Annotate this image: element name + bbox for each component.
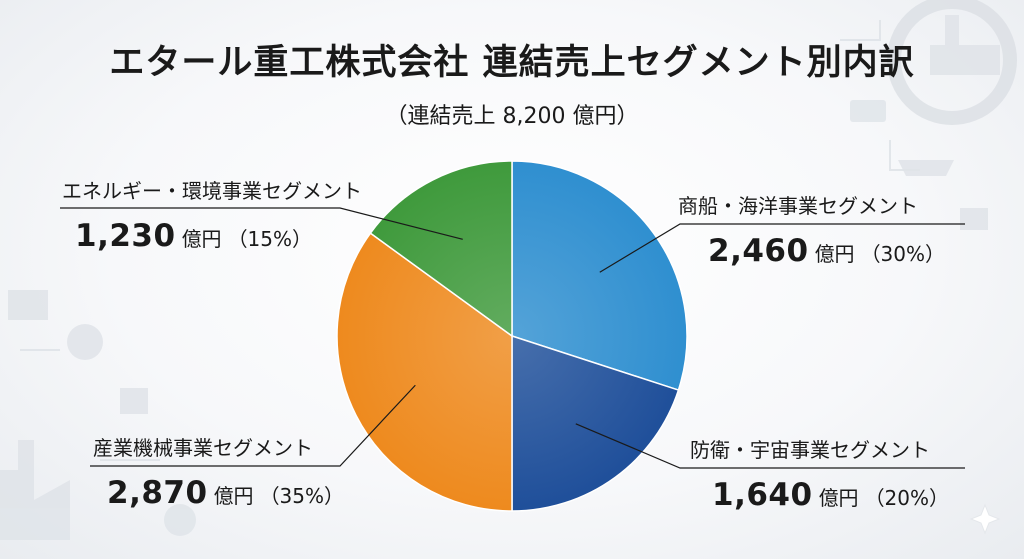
segment-name: エネルギー・環境事業セグメント <box>62 179 362 203</box>
segment-value: 2,460 億円 （30%） <box>708 233 945 269</box>
segment-value: 2,870 億円 （35%） <box>107 475 344 511</box>
pie-slice-defense <box>511 334 680 512</box>
segment-name: 商船・海洋事業セグメント <box>678 194 918 218</box>
building-icon <box>120 388 148 414</box>
leader-line <box>90 384 416 467</box>
chart-title: エタール重工株式会社 連結売上セグメント別内訳 <box>109 43 915 83</box>
leader-line <box>60 207 463 240</box>
slice-label-industrial: 産業機械事業セグメント 2,870 億円 （35%） <box>93 432 344 511</box>
value-percent: （30%） <box>860 242 946 266</box>
factory-icon <box>8 290 48 320</box>
pie-slice-marine <box>511 160 688 392</box>
pie-slice-energy <box>369 160 513 338</box>
value-percent: （20%） <box>864 486 950 510</box>
pie-slice-industrial <box>336 232 513 512</box>
leader-line <box>575 423 965 469</box>
slice-label-marine: 商船・海洋事業セグメント 2,460 億円 （30%） <box>678 190 945 269</box>
sparkle-icon <box>969 503 1001 535</box>
gear-icon <box>887 0 1017 125</box>
segment-name: 防衛・宇宙事業セグメント <box>690 438 930 462</box>
value-percent: （15%） <box>227 227 313 251</box>
truck-icon <box>850 100 886 122</box>
value-number: 1,640 <box>712 477 813 513</box>
ship-icon <box>898 160 954 176</box>
value-percent: （35%） <box>259 484 345 508</box>
gear-icon <box>67 324 103 360</box>
segment-value: 1,230 億円 （15%） <box>75 218 362 254</box>
factory-icon <box>930 45 1000 75</box>
factory-icon <box>0 440 70 540</box>
value-number: 1,230 <box>75 218 176 254</box>
leader-line <box>599 223 965 273</box>
slice-label-energy: エネルギー・環境事業セグメント 1,230 億円 （15%） <box>62 175 362 254</box>
value-unit: 億円 <box>181 227 222 251</box>
robot-arm-icon <box>960 208 988 230</box>
value-unit: 億円 <box>814 242 855 266</box>
value-number: 2,460 <box>708 233 809 269</box>
value-unit: 億円 <box>213 484 254 508</box>
slice-label-defense: 防衛・宇宙事業セグメント 1,640 億円 （20%） <box>690 434 949 513</box>
chart-subtitle: （連結売上 8,200 億円） <box>385 104 639 129</box>
satellite-dish-icon <box>164 504 196 536</box>
value-unit: 億円 <box>818 486 859 510</box>
value-number: 2,870 <box>107 475 208 511</box>
segment-name: 産業機械事業セグメント <box>93 436 313 460</box>
segment-value: 1,640 億円 （20%） <box>712 477 949 513</box>
